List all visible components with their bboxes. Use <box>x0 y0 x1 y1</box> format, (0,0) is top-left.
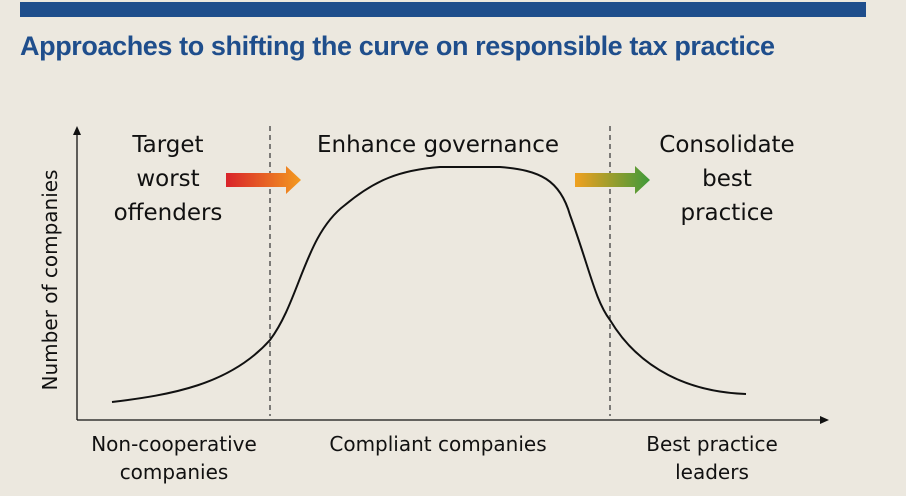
distribution-curve <box>111 166 747 403</box>
phase-consolidate-line3: practice <box>681 200 774 226</box>
top-accent-bar <box>20 2 866 17</box>
category-compliant: Compliant companies <box>329 432 546 456</box>
phase-enhance-line1: Enhance governance <box>317 132 559 158</box>
category-noncooperative-line2: companies <box>120 460 229 484</box>
category-noncooperative-line1: Non-cooperative <box>91 432 257 456</box>
red-orange-arrow-icon <box>226 166 301 194</box>
phase-target-line2: worst <box>136 166 199 192</box>
page-title: Approaches to shifting the curve on resp… <box>20 31 775 61</box>
category-best-practice-line2: leaders <box>675 460 749 484</box>
phase-target-line1: Target <box>131 132 203 158</box>
x-axis-arrowhead <box>820 416 829 424</box>
orange-green-arrow-icon <box>575 166 650 194</box>
phase-consolidate-line1: Consolidate <box>659 132 794 158</box>
y-axis-label: Number of companies <box>38 170 62 391</box>
phase-consolidate-line2: best <box>702 166 752 192</box>
category-best-practice-line1: Best practice <box>646 432 778 456</box>
phase-target-line3: offenders <box>114 200 223 226</box>
y-axis-arrowhead <box>73 126 81 135</box>
